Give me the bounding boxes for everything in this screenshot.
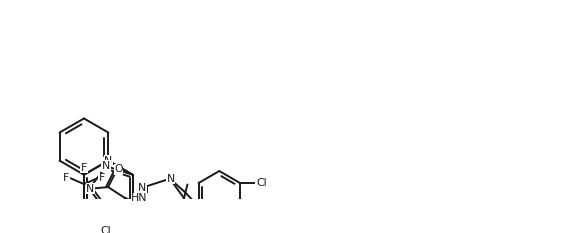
Text: N: N	[102, 161, 110, 171]
Text: Cl: Cl	[101, 226, 111, 233]
Text: F: F	[81, 163, 87, 173]
Text: N: N	[138, 183, 146, 193]
Text: F: F	[63, 173, 69, 183]
Text: F: F	[99, 173, 105, 183]
Text: HN: HN	[131, 193, 147, 203]
Text: N: N	[167, 174, 175, 184]
Text: N: N	[86, 184, 94, 194]
Text: N: N	[104, 156, 113, 166]
Text: O: O	[114, 164, 122, 174]
Text: Cl: Cl	[256, 178, 266, 188]
